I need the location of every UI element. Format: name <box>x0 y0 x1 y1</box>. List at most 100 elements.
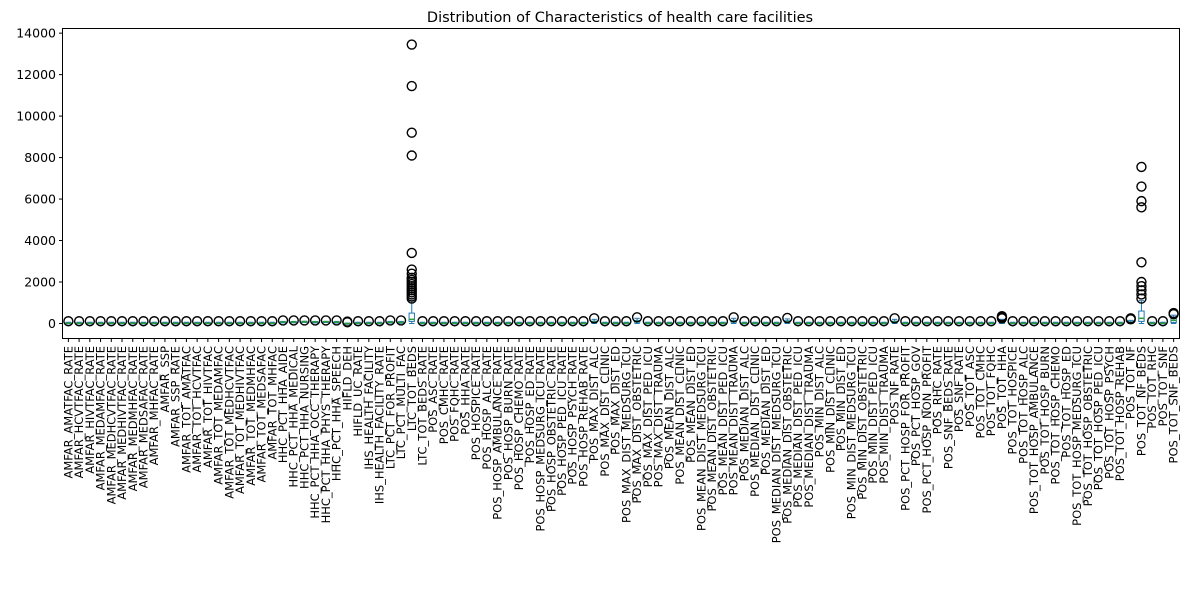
outlier-point <box>653 316 664 327</box>
outlier-point <box>696 316 707 327</box>
plot-frame <box>62 28 1180 339</box>
x-tick-label: LTC_PCT_FOR_PROFIT <box>383 345 397 469</box>
outlier-point <box>1007 316 1018 327</box>
box-pos-mean-dist-ped-icu <box>717 316 729 327</box>
outlier-point <box>1050 316 1061 327</box>
outlier-point <box>556 316 568 327</box>
x-tick-label: AMFAR_SSP_RATE <box>169 346 183 447</box>
outlier-point <box>846 316 857 327</box>
outlier-point <box>771 316 782 327</box>
box-ltc-tot-beds-rate <box>417 316 428 327</box>
outlier-point <box>728 312 739 323</box>
x-tick-label: POS_PCT_HOSP_NON_PROFIT <box>920 345 934 513</box>
outlier-point <box>159 316 171 327</box>
box-amfar-mhfac-rate <box>149 316 160 327</box>
box-amfar-medamfac-rate <box>95 316 106 327</box>
outlier-point <box>1104 316 1115 327</box>
box-pos-pct-hosp-non-profit <box>921 316 933 327</box>
x-tick-label: POS_TOT_HHA <box>995 346 1009 429</box>
box-pos-mean-dist-ed <box>685 316 696 327</box>
outlier-point <box>964 316 975 327</box>
outlier-point <box>406 264 417 275</box>
outlier-point <box>1018 316 1029 327</box>
outlier-point <box>63 316 74 327</box>
x-tick-label: POS_MAX_DIST_MEDSURG_ICU <box>619 346 633 523</box>
outlier-point <box>1082 316 1093 327</box>
x-tick-label: AMFAR_MHFAC_RATE <box>147 346 161 465</box>
x-tick-label: POS_CMHC_RATE <box>437 346 451 444</box>
box-ihs-health-facility <box>363 316 375 327</box>
outlier-point <box>900 316 911 327</box>
outlier-point <box>406 268 417 279</box>
x-tick-label: POS_MAX_DIST_ALC <box>587 346 601 461</box>
y-tick-label: 12000 <box>16 67 56 82</box>
outlier-point <box>191 316 203 327</box>
x-tick-label: POS_TOT_SNF_BEDS <box>1167 346 1181 463</box>
x-tick-label: POS_TOT_HOSP_AMBULANCE <box>1027 346 1041 514</box>
box-pos-min-dist-ed <box>835 316 847 327</box>
outlier-point <box>481 316 493 327</box>
outlier-point <box>406 80 417 92</box>
x-tick-label: HHC_PCT_HHA_OCC_THERAPY <box>308 345 322 519</box>
outlier-point <box>513 316 525 327</box>
outlier-point <box>1028 316 1040 327</box>
box-pos-tot-hosp-psych <box>1104 316 1115 327</box>
x-tick-label: AMFAR_MEDSAFAC_RATE <box>136 346 150 488</box>
outlier-point <box>749 316 761 327</box>
outlier-point <box>1093 316 1104 327</box>
outlier-point <box>438 316 450 327</box>
outlier-point <box>760 316 772 327</box>
x-tick-label: HHC_PCT_HHA_PHYS_THERAPY <box>319 345 333 523</box>
outlier-point <box>170 316 181 327</box>
box-amfar-medhivtfac-rate <box>116 316 128 327</box>
outlier-point <box>470 316 482 327</box>
box-iqr <box>1138 310 1145 322</box>
outlier-point <box>309 315 321 326</box>
box-pos-mean-dist-alc <box>664 316 675 327</box>
x-tick-label: POS_TOT_NF <box>1124 346 1138 419</box>
y-axis: 0 2000 4000 6000 8000 10000 12000 14000 <box>16 26 63 331</box>
box-pos-max-dist-alc <box>588 313 600 324</box>
y-tick-label: 0 <box>48 316 56 331</box>
x-tick-label: AMFAR_MEDHCVTFAC_RATE <box>104 346 118 504</box>
y-tick-label: 2000 <box>24 275 56 290</box>
outlier-point <box>288 315 299 326</box>
x-tick-label: POS_HOSP_CHEMO_RATE <box>512 346 526 490</box>
x-tick-label: POS_MEDIAN_DIST_ED <box>759 346 773 475</box>
outlier-point <box>535 316 546 327</box>
outlier-point <box>84 316 96 327</box>
x-tick-label: AMFAR_TOT_MEDHIVTFAC <box>233 346 247 494</box>
x-tick-label: POS_MIN_DIST_OBSTETRIC <box>855 346 869 500</box>
box-hhc-pct-hha-medical <box>288 315 299 326</box>
box-pos-hosp-ambulance-rate <box>492 316 503 327</box>
x-tick-label: POS_TOT_HOSP_ED <box>1059 346 1073 458</box>
outlier-point <box>943 316 954 327</box>
outlier-point <box>1136 195 1147 207</box>
outlier-point <box>73 316 85 327</box>
box-pos-tot-hosp-obstetric <box>1082 316 1093 327</box>
outlier-point <box>406 127 417 138</box>
outlier-point <box>1136 202 1147 213</box>
x-tick-label: POS_MIN_DIST_CLINIC <box>823 346 837 473</box>
outlier-point <box>256 316 267 327</box>
box-pos-median-dist-clinic <box>749 316 761 327</box>
x-tick-label: POS_TOT_HOSP_OBSTETRIC <box>1081 346 1095 506</box>
x-tick-label: POS_HOSP_BURN_RATE <box>501 346 515 480</box>
outlier-point <box>1136 285 1147 296</box>
box-amfar-medsafac-rate <box>138 316 149 327</box>
outlier-point <box>1136 293 1147 304</box>
box-pos-hosp-alc-rate <box>481 316 493 327</box>
x-tick-label: POS_MEAN_DIST_OBSTETRIC <box>705 346 719 512</box>
x-tick-label: POS_TOT_HOSP_BURN <box>1038 346 1052 474</box>
outlier-point <box>610 316 621 327</box>
outlier-point <box>1168 307 1179 319</box>
x-tick-label: AMFAR_AMATFAC_RATE <box>61 346 75 479</box>
box-hhc-pct-hha-nursing <box>299 315 310 326</box>
outlier-point <box>803 316 814 327</box>
outlier-point <box>621 316 632 327</box>
outlier-point <box>363 316 375 327</box>
box-pos-tot-snf <box>1157 316 1169 327</box>
box-pos-tot-hosp-ped-icu <box>1093 316 1104 327</box>
